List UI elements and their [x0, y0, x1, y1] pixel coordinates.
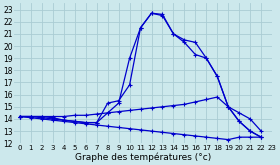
X-axis label: Graphe des températures (°c): Graphe des températures (°c)	[75, 152, 211, 162]
